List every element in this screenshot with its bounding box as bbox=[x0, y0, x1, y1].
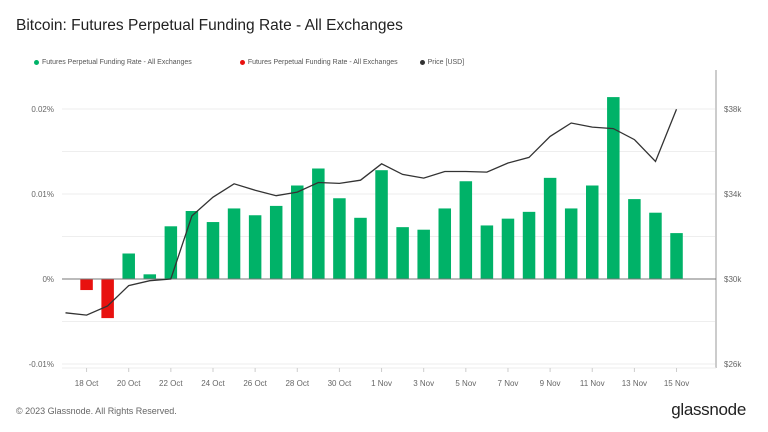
funding-bar bbox=[375, 170, 388, 279]
funding-bar bbox=[80, 279, 93, 291]
funding-bar bbox=[354, 217, 367, 279]
price-line bbox=[65, 108, 678, 316]
x-tick-label: 1 Nov bbox=[371, 379, 392, 388]
legend-item-price[interactable]: Price [USD] bbox=[419, 59, 465, 66]
funding-bar bbox=[248, 215, 262, 279]
funding-bar bbox=[459, 181, 473, 279]
funding-bar bbox=[227, 208, 241, 279]
x-tick-label: 22 Oct bbox=[159, 379, 183, 388]
y-right-tick-label: $30k bbox=[724, 275, 742, 284]
funding-bar bbox=[480, 225, 494, 279]
x-tick-label: 5 Nov bbox=[455, 379, 476, 388]
funding-bar bbox=[649, 212, 662, 279]
x-tick-label: 28 Oct bbox=[285, 379, 309, 388]
x-tick-label: 11 Nov bbox=[580, 379, 605, 388]
funding-bar bbox=[670, 233, 683, 279]
x-tick-label: 24 Oct bbox=[201, 379, 225, 388]
funding-bar bbox=[438, 208, 452, 279]
x-tick-label: 20 Oct bbox=[117, 379, 141, 388]
x-tick-label: 26 Oct bbox=[243, 379, 267, 388]
x-tick-label: 3 Nov bbox=[413, 379, 434, 388]
legend-item-positive-funding[interactable]: Futures Perpetual Funding Rate - All Exc… bbox=[34, 59, 192, 66]
legend-label: Futures Perpetual Funding Rate - All Exc… bbox=[247, 59, 398, 66]
x-tick-label: 7 Nov bbox=[498, 379, 519, 388]
funding-bar bbox=[586, 185, 599, 279]
funding-bar bbox=[501, 218, 515, 279]
copyright: © 2023 Glassnode. All Rights Reserved. bbox=[16, 406, 177, 416]
funding-bar bbox=[396, 227, 409, 279]
x-tick-label: 15 Nov bbox=[664, 379, 689, 388]
x-tick-label: 13 Nov bbox=[622, 379, 647, 388]
legend-label: Futures Perpetual Funding Rate - All Exc… bbox=[42, 59, 192, 66]
chart-title: Bitcoin: Futures Perpetual Funding Rate … bbox=[16, 17, 403, 34]
funding-bar bbox=[333, 198, 346, 279]
x-tick-label: 9 Nov bbox=[540, 379, 561, 388]
y-right-tick-label: $38k bbox=[724, 105, 742, 114]
x-tick-label: 18 Oct bbox=[75, 379, 99, 388]
funding-bar bbox=[164, 226, 178, 279]
y-left-tick-label: 0% bbox=[42, 275, 54, 284]
funding-bar bbox=[291, 185, 304, 279]
green-dot-icon bbox=[34, 60, 39, 65]
funding-bar bbox=[122, 253, 135, 279]
funding-bar bbox=[269, 205, 283, 279]
y-right-tick-label: $26k bbox=[724, 360, 742, 369]
funding-bar bbox=[564, 208, 578, 279]
funding-bar bbox=[522, 211, 536, 279]
funding-bar bbox=[143, 274, 157, 279]
glassnode-logo: glassnode bbox=[671, 400, 746, 419]
legend-item-negative-funding[interactable]: Futures Perpetual Funding Rate - All Exc… bbox=[239, 59, 398, 66]
y-left-tick-label: 0.02% bbox=[31, 105, 54, 114]
legend: Futures Perpetual Funding Rate - All Exc… bbox=[34, 59, 484, 66]
funding-bar bbox=[607, 97, 620, 279]
funding-bar bbox=[185, 211, 199, 279]
y-left-tick-label: -0.01% bbox=[29, 360, 54, 369]
legend-label: Price [USD] bbox=[427, 59, 465, 66]
y-left-tick-label: 0.01% bbox=[31, 190, 54, 199]
funding-bar bbox=[543, 177, 557, 279]
funding-bar bbox=[312, 168, 325, 279]
funding-bar bbox=[417, 229, 430, 279]
funding-bar bbox=[206, 222, 220, 279]
black-dot-icon bbox=[419, 60, 425, 65]
funding-bar bbox=[628, 199, 641, 279]
funding-bar bbox=[101, 279, 114, 319]
red-dot-icon bbox=[239, 60, 245, 65]
y-right-tick-label: $34k bbox=[724, 190, 742, 199]
x-tick-label: 30 Oct bbox=[328, 379, 352, 388]
